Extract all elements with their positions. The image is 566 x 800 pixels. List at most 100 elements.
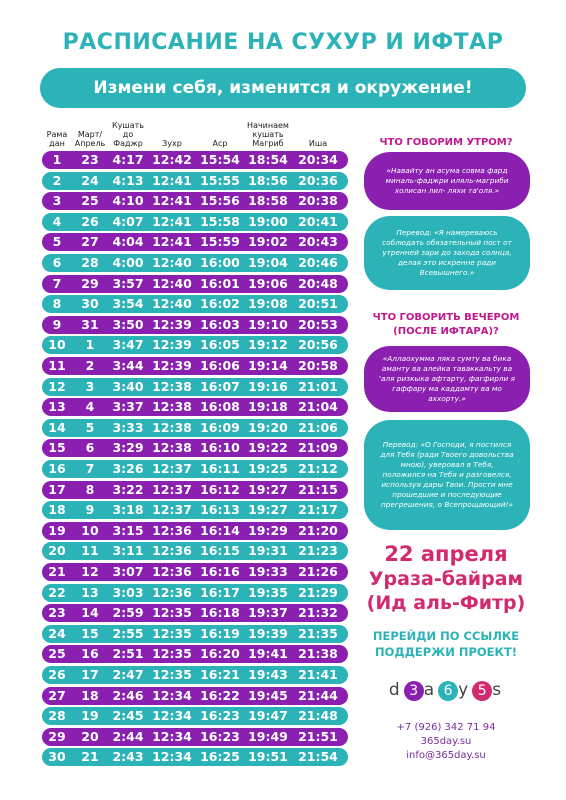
table-row: 16 7 3:26 12:37 16:11 19:25 21:12: [42, 460, 348, 478]
table-row: 3 25 4:10 12:41 15:56 18:58 20:38: [42, 192, 348, 211]
table-cell: 19:29: [248, 522, 288, 538]
table-cell: 4: [52, 213, 62, 229]
table-cell: 2: [52, 172, 62, 188]
table-cell: 12:34: [152, 749, 192, 765]
table-cell: 19:43: [248, 667, 288, 682]
table-row: 25 16 2:51 12:35 16:20 19:41 21:38: [42, 645, 348, 664]
table-cell: 22: [48, 584, 66, 600]
table-cell: 4: [85, 399, 95, 415]
table-cell: 31: [81, 316, 99, 332]
table-cell: 28: [48, 708, 66, 724]
table-cell: 13: [81, 584, 99, 600]
table-cell: 3:22: [112, 481, 144, 497]
table-cell: 21:41: [298, 667, 338, 682]
table-cell: 12:34: [152, 728, 192, 744]
table-cell: 12:37: [152, 461, 192, 476]
table-cell: 12:40: [152, 275, 192, 291]
table-cell: 15:58: [200, 213, 240, 229]
table-cell: 16:23: [200, 708, 240, 724]
table-cell: 19:49: [248, 728, 288, 744]
table-cell: 12:34: [152, 708, 192, 724]
table-cell: 7: [85, 461, 95, 476]
logo-letter: 6: [438, 681, 459, 701]
table-cell: 12:35: [152, 605, 192, 621]
holiday-date: 22 апреля: [384, 542, 508, 566]
table-cell: 21: [48, 564, 66, 579]
support-text: ПЕРЕЙДИ ПО ССЫЛКЕ ПОДДЕРЖИ ПРОЕКТ!: [372, 629, 520, 659]
table-row: 11 2 3:44 12:39 16:06 19:14 20:58: [42, 357, 348, 375]
table-cell: 5: [85, 419, 95, 435]
morning-question: ЧТО ГОВОРИМ УТРОМ?: [379, 137, 513, 148]
table-cell: 21:51: [298, 728, 338, 744]
logo-letter: d: [388, 680, 404, 700]
table-cell: 19:27: [248, 481, 288, 497]
table-cell: 3:11: [112, 543, 144, 559]
email: info@365day.su: [406, 750, 486, 761]
table-cell: 3:37: [112, 399, 144, 415]
table-cell: 12:35: [152, 625, 192, 641]
table-cell: 19:12: [248, 337, 288, 353]
table-cell: 15: [48, 440, 66, 456]
table-cell: 3:29: [112, 440, 144, 456]
table-cell: 2:51: [112, 646, 144, 662]
table-cell: 21: [81, 749, 99, 765]
table-cell: 2:55: [112, 625, 144, 641]
table-cell: 12:38: [152, 440, 192, 456]
logo-letter: y: [458, 680, 473, 700]
table-row: 20 11 3:11 12:36 16:15 19:31 21:23: [42, 542, 348, 561]
column-header: Начинаем кушать Магриб: [247, 121, 289, 148]
column-header: Рама дан: [46, 130, 68, 148]
table-cell: 16:02: [200, 296, 240, 312]
table-cell: 3:40: [112, 378, 144, 394]
table-cell: 19:10: [248, 316, 288, 332]
table-cell: 21:32: [298, 605, 338, 621]
table-cell: 20:43: [298, 234, 338, 250]
table-cell: 21:15: [298, 481, 338, 497]
table-cell: 21:54: [298, 749, 338, 765]
table-cell: 6: [85, 440, 95, 456]
table-cell: 29: [48, 728, 66, 744]
table-cell: 19:25: [248, 461, 288, 476]
table-row: 15 6 3:29 12:38 16:10 19:22 21:09: [42, 439, 348, 458]
table-cell: 3: [85, 378, 95, 394]
table-cell: 16:00: [200, 255, 240, 270]
table-cell: 15:56: [200, 193, 240, 209]
table-cell: 8: [52, 296, 62, 312]
table-cell: 1: [85, 337, 95, 353]
subtitle-banner: Измени себя, изменится и окружение!: [40, 68, 526, 108]
table-cell: 20: [81, 728, 99, 744]
table-cell: 7: [52, 275, 62, 291]
table-cell: 6: [52, 255, 62, 270]
table-cell: 19: [48, 522, 66, 538]
table-cell: 12:40: [152, 296, 192, 312]
table-cell: 16:11: [200, 461, 240, 476]
table-cell: 20:51: [298, 296, 338, 312]
table-cell: 16:16: [200, 564, 240, 579]
table-cell: 18:54: [248, 152, 288, 167]
table-cell: 20: [48, 543, 66, 559]
table-cell: 30: [81, 296, 99, 312]
table-cell: 20:48: [298, 275, 338, 291]
table-cell: 19:22: [248, 440, 288, 456]
column-header: Март/ Апрель: [74, 130, 106, 148]
table-row: 27 18 2:46 12:34 16:22 19:45 21:44: [42, 686, 348, 705]
table-cell: 16:10: [200, 440, 240, 456]
table-row: 26 17 2:47 12:35 16:21 19:43 21:41: [42, 666, 348, 684]
table-cell: 12:39: [152, 337, 192, 353]
table-cell: 12:37: [152, 502, 192, 518]
table-cell: 15: [81, 625, 99, 641]
table-cell: 27: [48, 687, 66, 703]
table-cell: 4:07: [112, 213, 144, 229]
site: 365day.su: [420, 736, 472, 747]
table-row: 21 12 3:07 12:36 16:16 19:33 21:26: [42, 563, 348, 581]
table-row: 12 3 3:40 12:38 16:07 19:16 21:01: [42, 377, 348, 396]
table-cell: 12:42: [152, 152, 192, 167]
table-cell: 4:13: [112, 172, 144, 188]
table-cell: 16:08: [200, 399, 240, 415]
table-row: 17 8 3:22 12:37 16:12 19:27 21:15: [42, 480, 348, 499]
table-cell: 21:04: [298, 399, 338, 415]
table-cell: 25: [81, 193, 99, 209]
table-row: 13 4 3:37 12:38 16:08 19:18 21:04: [42, 398, 348, 417]
table-cell: 20:58: [298, 358, 338, 373]
